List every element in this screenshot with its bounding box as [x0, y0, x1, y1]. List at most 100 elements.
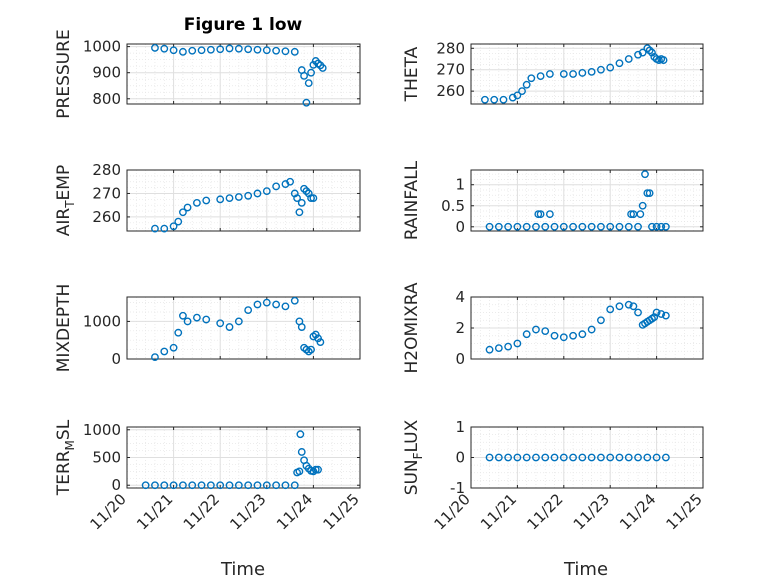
data-point: [183, 203, 192, 212]
data-point: [534, 210, 543, 219]
data-point: [494, 222, 503, 231]
plot-area: [127, 170, 360, 231]
data-point: [634, 50, 642, 59]
data-point: [624, 453, 633, 462]
data-point: [272, 46, 281, 55]
y-tick-label: 0: [455, 218, 465, 236]
data-point: [262, 481, 271, 490]
data-point: [597, 453, 605, 462]
data-point: [652, 222, 661, 231]
data-point: [179, 208, 187, 217]
data-point: [545, 70, 554, 78]
data-point: [160, 481, 169, 490]
data-point: [657, 310, 666, 318]
data-point: [559, 222, 568, 231]
data-point: [216, 319, 225, 328]
y-tick-label: 270: [92, 184, 121, 202]
data-point: [169, 481, 178, 490]
data-point: [559, 333, 568, 342]
data-point: [262, 298, 271, 307]
data-point: [513, 91, 522, 100]
data-point: [151, 44, 159, 52]
data-point: [234, 481, 243, 490]
data-point: [481, 95, 489, 104]
panel-pressure: 800 900 1000 PRESSURE: [54, 29, 361, 119]
x-tick-label: 11/25: [663, 490, 706, 533]
data-point: [300, 71, 308, 80]
data-point: [597, 316, 605, 325]
plot-area: [471, 44, 703, 104]
data-point: [578, 222, 587, 231]
y-tick-label: 280: [92, 161, 121, 179]
data-point: [645, 189, 654, 198]
data-point: [307, 68, 315, 77]
data-point: [606, 222, 615, 231]
data-point: [169, 222, 178, 231]
data-point: [636, 210, 645, 219]
data-point: [297, 198, 306, 207]
data-point: [508, 93, 517, 102]
data-point: [559, 453, 568, 462]
y-axis-label: TERRMSL: [54, 419, 77, 496]
data-point: [504, 222, 513, 231]
data-point: [513, 339, 522, 348]
data-point: [304, 79, 313, 88]
data-point: [532, 222, 540, 231]
y-tick-label: 0: [455, 350, 465, 368]
panel-h2omixra: 0 2 4 H2OMIXRA: [402, 282, 704, 374]
data-point: [192, 198, 201, 207]
x-tick-label: 11/24: [616, 490, 659, 533]
data-point: [234, 193, 243, 201]
data-point: [578, 69, 587, 77]
y-axis-label: PRESSURE: [54, 29, 74, 118]
data-point: [485, 345, 494, 354]
data-point: [652, 453, 661, 462]
data-point: [297, 323, 306, 331]
data-point: [244, 481, 253, 490]
data-point: [569, 331, 577, 340]
axes-box: [470, 169, 704, 232]
data-point: [541, 222, 550, 231]
data-point: [648, 48, 656, 57]
y-axis-label: AIRTEMP: [54, 165, 77, 236]
data-point: [569, 222, 577, 231]
data-point: [174, 217, 183, 226]
y-tick-label: 260: [92, 208, 121, 226]
data-point: [188, 46, 197, 55]
data-point: [659, 56, 668, 64]
data-point: [648, 222, 656, 231]
data-point: [206, 481, 215, 490]
data-point: [314, 465, 322, 474]
data-point: [494, 453, 503, 462]
data-point: [281, 47, 290, 56]
data-point: [587, 453, 596, 462]
data-point: [638, 48, 647, 57]
data-point: [281, 302, 290, 311]
data-point: [485, 453, 494, 462]
data-point: [160, 347, 169, 356]
data-point: [151, 224, 159, 233]
data-point: [253, 300, 262, 309]
data-point: [661, 222, 670, 231]
y-axis-label-subscript: F: [411, 452, 425, 459]
data-point: [643, 453, 652, 462]
y-axis-label-subscript: T: [63, 200, 77, 209]
data-point: [532, 325, 540, 334]
panel-terr: 0 500 1000 11/20 11/21 11/22 11/23 11/24 11/25 TE…: [54, 419, 363, 533]
x-axis-label-left: Time: [220, 559, 265, 580]
x-axis-label-right: Time: [563, 559, 608, 580]
data-point: [307, 345, 315, 354]
y-tick-label: 1000: [83, 312, 121, 330]
axes-box: [470, 43, 704, 105]
data-point: [606, 453, 615, 462]
panel-mixdepth: 0 1000 MIXDEPTH: [54, 284, 361, 372]
data-point: [536, 210, 545, 219]
data-point: [311, 465, 320, 474]
data-point: [615, 302, 624, 311]
x-tick-label: 11/23: [226, 490, 269, 533]
data-point: [253, 45, 262, 54]
data-point: [225, 323, 234, 331]
